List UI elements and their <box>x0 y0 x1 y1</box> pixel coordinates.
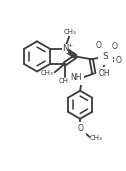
Text: +: + <box>67 43 72 49</box>
Text: O: O <box>78 124 84 133</box>
Text: OH: OH <box>98 69 110 78</box>
Text: N: N <box>62 44 68 53</box>
Text: O: O <box>116 56 122 65</box>
Text: NH: NH <box>70 73 82 82</box>
Text: O: O <box>112 42 118 51</box>
Text: CH₃: CH₃ <box>63 29 76 35</box>
Text: O: O <box>96 41 102 50</box>
Text: S: S <box>103 52 108 61</box>
Text: CH₃: CH₃ <box>59 78 72 84</box>
Text: CH₃: CH₃ <box>90 135 103 141</box>
Text: ⁻: ⁻ <box>93 41 97 50</box>
Text: CH₃: CH₃ <box>40 70 53 76</box>
